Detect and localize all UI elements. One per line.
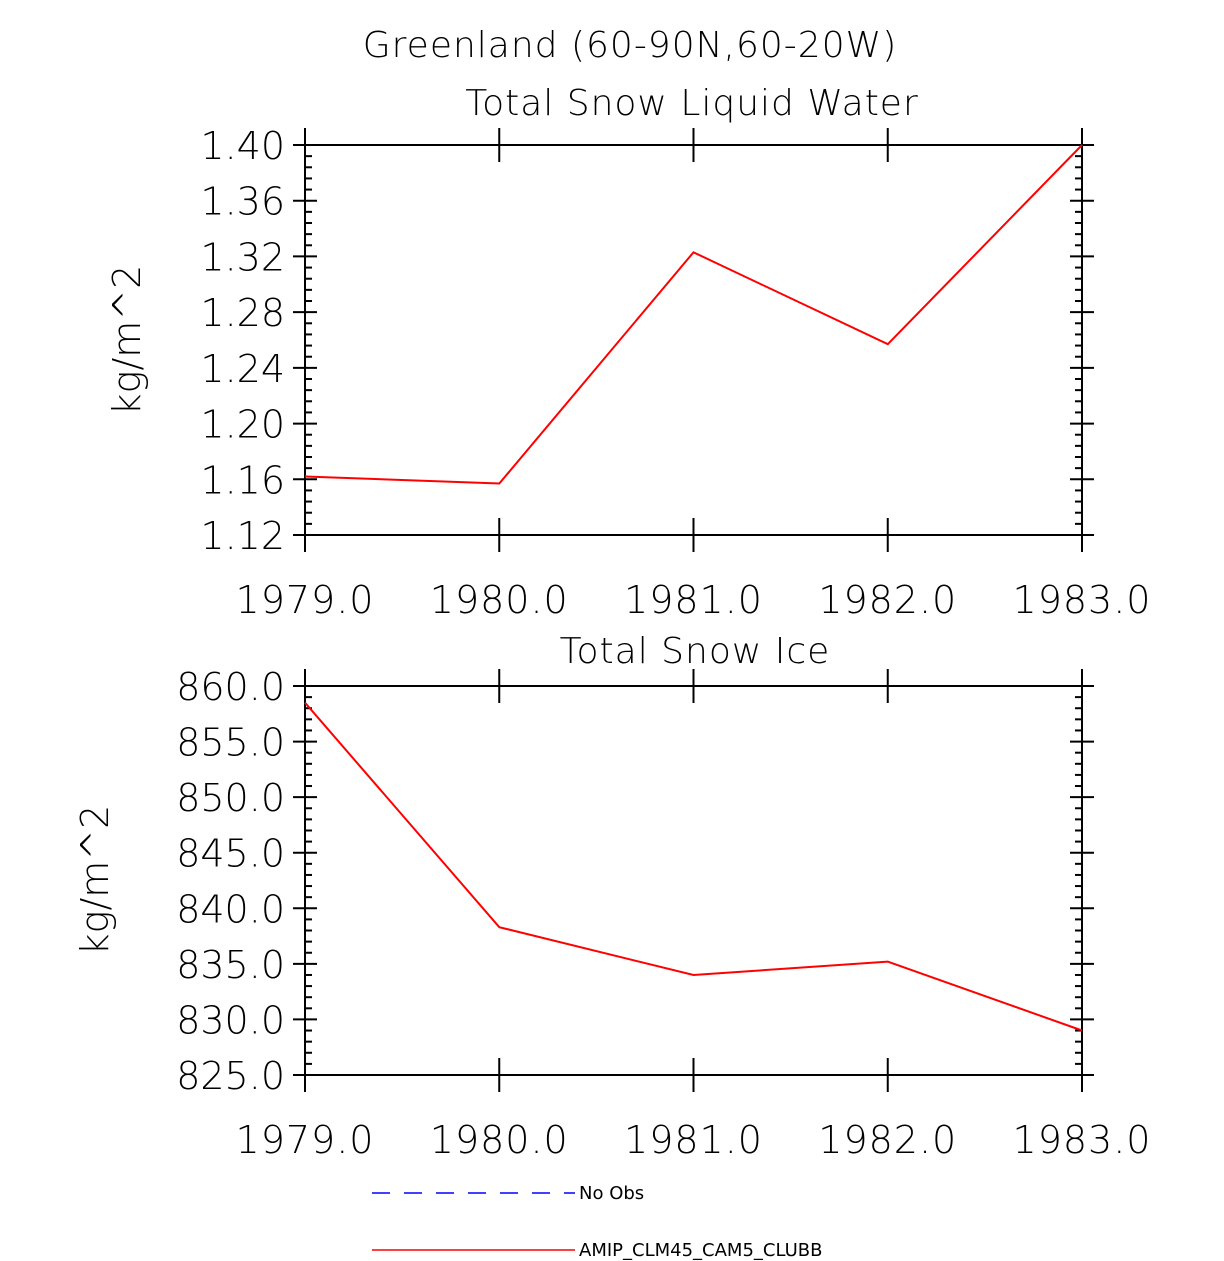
y-tick-label: 1.24: [200, 347, 285, 391]
x-tick-label: 1980.0: [430, 1118, 569, 1162]
y-tick-labels: 1.12 1.16 1.20 1.24 1.28 1.32 1.36 1.40: [200, 124, 285, 558]
plot-frame: [304, 685, 1083, 1076]
y-axis-label: kg/m^2: [105, 265, 149, 416]
panel-title: Total Snow Liquid Water: [465, 83, 919, 124]
x-tick-label: 1983.0: [1013, 578, 1152, 622]
y-tick-labels: 825.0 830.0 835.0 840.0 845.0 850.0 855.0 860.0: [176, 665, 285, 1098]
ticks: [293, 669, 1094, 1092]
y-tick-label: 1.12: [200, 514, 285, 558]
x-tick-label: 1982.0: [818, 578, 957, 622]
x-tick-label: 1980.0: [430, 578, 569, 622]
y-tick-label: 835.0: [176, 943, 285, 987]
y-tick-label: 1.32: [200, 235, 285, 279]
series-line: [304, 702, 1083, 1032]
y-tick-label: 1.36: [200, 180, 285, 224]
y-tick-label: 1.40: [200, 124, 285, 168]
panel-snow-ice: Total Snow Ice kg/m^2 825.0 830.0 835.0 840…: [73, 631, 1152, 1162]
y-tick-label: 830.0: [176, 998, 285, 1042]
x-tick-label: 1979.0: [236, 1118, 375, 1162]
y-tick-label: 845.0: [176, 832, 285, 876]
panel-snow-liquid-water: Total Snow Liquid Water kg/m^2 1.121.161…: [105, 83, 1152, 622]
y-axis-label: kg/m^2: [73, 805, 117, 956]
x-tick-label: 1981.0: [624, 1118, 763, 1162]
x-tick-labels: 1979.0 1980.0 1981.0 1982.0 1983.0: [236, 1118, 1152, 1162]
legend-label-model: AMIP_CLM45_CAM5_CLUBB: [579, 1240, 822, 1261]
legend: No Obs AMIP_CLM45_CAM5_CLUBB: [372, 1183, 822, 1261]
main-title: Greenland (60-90N,60-20W): [363, 25, 897, 66]
x-tick-label: 1982.0: [818, 1118, 957, 1162]
y-tick-label: 1.16: [200, 458, 285, 502]
ticks: [293, 128, 1094, 552]
y-tick-label: 1.28: [200, 291, 285, 335]
y-tick-label: 825.0: [176, 1054, 285, 1098]
series-line: [304, 144, 1083, 485]
y-tick-label: 860.0: [176, 665, 285, 709]
x-tick-label: 1979.0: [236, 578, 375, 622]
legend-label-no-obs: No Obs: [579, 1183, 644, 1204]
y-tick-label: 840.0: [176, 887, 285, 931]
x-tick-labels: 1979.0 1980.0 1981.0 1982.0 1983.0: [236, 578, 1152, 622]
y-tick-label: 850.0: [176, 776, 285, 820]
panel-title: Total Snow Ice: [560, 631, 831, 672]
x-tick-label: 1981.0: [624, 578, 763, 622]
series-lines: [304, 144, 1083, 485]
x-tick-label: 1983.0: [1013, 1118, 1152, 1162]
y-tick-label: 1.20: [200, 403, 285, 447]
series-lines: [304, 702, 1083, 1032]
y-tick-label: 855.0: [176, 721, 285, 765]
plot-frame: [304, 144, 1083, 536]
